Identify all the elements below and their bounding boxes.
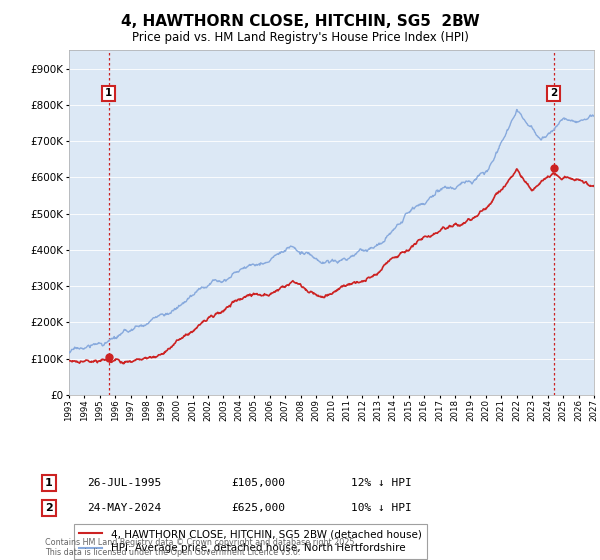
Text: 12% ↓ HPI: 12% ↓ HPI	[351, 478, 412, 488]
Text: 24-MAY-2024: 24-MAY-2024	[87, 503, 161, 513]
Text: 26-JUL-1995: 26-JUL-1995	[87, 478, 161, 488]
Text: £625,000: £625,000	[231, 503, 285, 513]
Legend: 4, HAWTHORN CLOSE, HITCHIN, SG5 2BW (detached house), HPI: Average price, detach: 4, HAWTHORN CLOSE, HITCHIN, SG5 2BW (det…	[74, 524, 427, 558]
Text: 2: 2	[550, 88, 557, 99]
Text: £105,000: £105,000	[231, 478, 285, 488]
Text: 1: 1	[45, 478, 53, 488]
Text: 10% ↓ HPI: 10% ↓ HPI	[351, 503, 412, 513]
Text: 2: 2	[45, 503, 53, 513]
Text: 1: 1	[105, 88, 112, 99]
Text: Contains HM Land Registry data © Crown copyright and database right 2025.
This d: Contains HM Land Registry data © Crown c…	[45, 538, 357, 557]
Text: 4, HAWTHORN CLOSE, HITCHIN, SG5  2BW: 4, HAWTHORN CLOSE, HITCHIN, SG5 2BW	[121, 14, 479, 29]
Text: Price paid vs. HM Land Registry's House Price Index (HPI): Price paid vs. HM Land Registry's House …	[131, 31, 469, 44]
